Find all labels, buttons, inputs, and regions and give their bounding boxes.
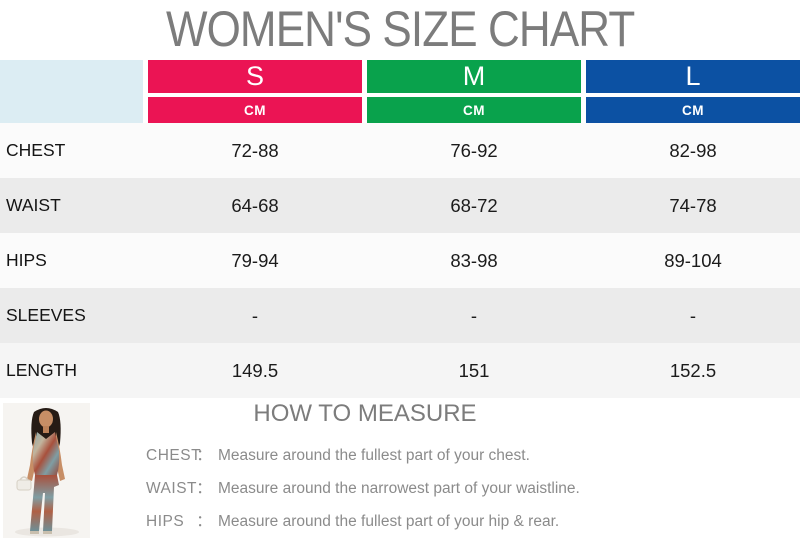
column-header-s: S CM — [148, 60, 362, 123]
measure-item-text: Measure around the fullest part of your … — [218, 447, 530, 464]
table-cell: 82-98 — [669, 139, 717, 161]
table-cell: 72-88 — [231, 139, 279, 161]
measure-item-label: HIPS — [146, 513, 185, 530]
column-header-m: M CM — [367, 60, 581, 123]
table-cell: 76-92 — [450, 139, 498, 161]
measure-item-colon: ： — [196, 447, 212, 464]
measure-item-waist: WAIST ： Measure around the narrowest par… — [146, 476, 580, 498]
measure-item-hips: HIPS ： Measure around the fullest part o… — [146, 509, 559, 531]
size-label-s: S — [148, 60, 362, 93]
table-cell: 151 — [458, 359, 490, 381]
size-label-l: L — [586, 60, 800, 93]
unit-label-s: CM — [148, 97, 362, 123]
unit-label-m: CM — [367, 97, 581, 123]
table-cell: 149.5 — [231, 359, 279, 381]
table-cell: 83-98 — [450, 249, 498, 271]
unit-label-l: CM — [586, 97, 800, 123]
measure-item-text: Measure around the narrowest part of you… — [218, 480, 580, 497]
model-photo-graphic — [3, 403, 90, 538]
measure-item-colon: ： — [196, 480, 212, 497]
model-photo — [3, 403, 90, 538]
page-title-text: WOMEN'S SIZE CHART — [165, 1, 635, 57]
table-row-length: LENGTH 149.5 151 152.5 — [0, 343, 800, 398]
measure-item-label: WAIST — [146, 480, 198, 497]
column-header-l: L CM — [586, 60, 800, 123]
size-table-body: CHEST 72-88 76-92 82-98 WAIST 64-68 68-7… — [0, 123, 800, 398]
table-cell: - — [470, 304, 478, 326]
measure-item-text: Measure around the fullest part of your … — [218, 513, 560, 530]
row-label: CHEST — [6, 140, 66, 160]
table-cell: 68-72 — [450, 194, 498, 216]
header-gap — [367, 93, 581, 97]
measure-item-label: CHEST — [146, 447, 202, 464]
row-label: WAIST — [6, 195, 61, 215]
row-label: HIPS — [6, 250, 47, 270]
table-cell: 74-78 — [669, 194, 717, 216]
row-label: SLEEVES — [6, 305, 86, 325]
page-title: WOMEN'S SIZE CHART — [0, 0, 800, 58]
size-table-header: S CM M CM L CM — [0, 60, 800, 123]
how-to-measure-title: HOW TO MEASURE — [253, 400, 477, 427]
table-cell: 64-68 — [231, 194, 279, 216]
size-label-m: M — [367, 60, 581, 93]
measure-item-colon: ： — [196, 513, 212, 530]
table-cell: 79-94 — [231, 249, 279, 271]
header-gap — [148, 93, 362, 97]
table-cell: - — [689, 304, 697, 326]
table-row-waist: WAIST 64-68 68-72 74-78 — [0, 178, 800, 233]
row-label: LENGTH — [6, 360, 77, 380]
table-cell: 152.5 — [669, 359, 717, 381]
measure-item-chest: CHEST ： Measure around the fullest part … — [146, 443, 530, 465]
table-row-chest: CHEST 72-88 76-92 82-98 — [0, 123, 800, 178]
header-gap — [586, 93, 800, 97]
table-cell: 89-104 — [664, 249, 722, 271]
table-cell: - — [251, 304, 259, 326]
corner-cell — [0, 60, 143, 123]
table-row-sleeves: SLEEVES - - - — [0, 288, 800, 343]
table-row-hips: HIPS 79-94 83-98 89-104 — [0, 233, 800, 288]
